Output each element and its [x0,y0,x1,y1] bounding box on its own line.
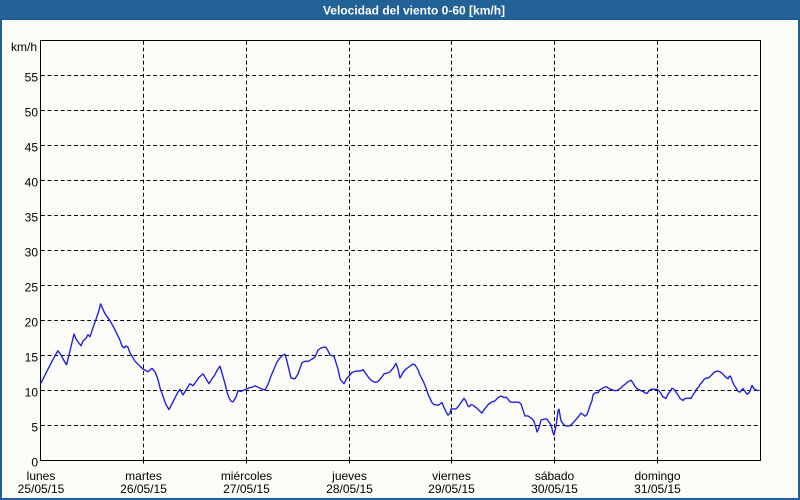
svg-text:miércoles: miércoles [221,469,272,483]
svg-text:20: 20 [25,316,39,330]
svg-text:domingo: domingo [634,469,680,483]
svg-text:Velocidad del viento 0-60 [km/: Velocidad del viento 0-60 [km/h] [323,4,505,18]
svg-text:25/05/15: 25/05/15 [18,482,65,496]
svg-text:km/h: km/h [11,40,37,54]
svg-text:26/05/15: 26/05/15 [120,482,167,496]
svg-text:15: 15 [25,351,39,365]
svg-text:50: 50 [25,106,39,120]
svg-text:martes: martes [125,469,162,483]
svg-text:31/05/15: 31/05/15 [634,482,681,496]
svg-text:lunes: lunes [27,469,56,483]
svg-text:35: 35 [25,211,39,225]
svg-text:55: 55 [25,71,39,85]
svg-text:29/05/15: 29/05/15 [428,482,475,496]
svg-text:0: 0 [31,456,38,470]
svg-text:viernes: viernes [432,469,471,483]
svg-text:30: 30 [25,246,39,260]
svg-text:sábado: sábado [535,469,575,483]
svg-text:25: 25 [25,281,39,295]
svg-text:40: 40 [25,176,39,190]
svg-text:28/05/15: 28/05/15 [326,482,373,496]
svg-text:45: 45 [25,141,39,155]
svg-text:5: 5 [31,421,38,435]
svg-text:10: 10 [25,386,39,400]
svg-text:jueves: jueves [331,469,367,483]
svg-text:30/05/15: 30/05/15 [531,482,578,496]
svg-text:27/05/15: 27/05/15 [223,482,270,496]
